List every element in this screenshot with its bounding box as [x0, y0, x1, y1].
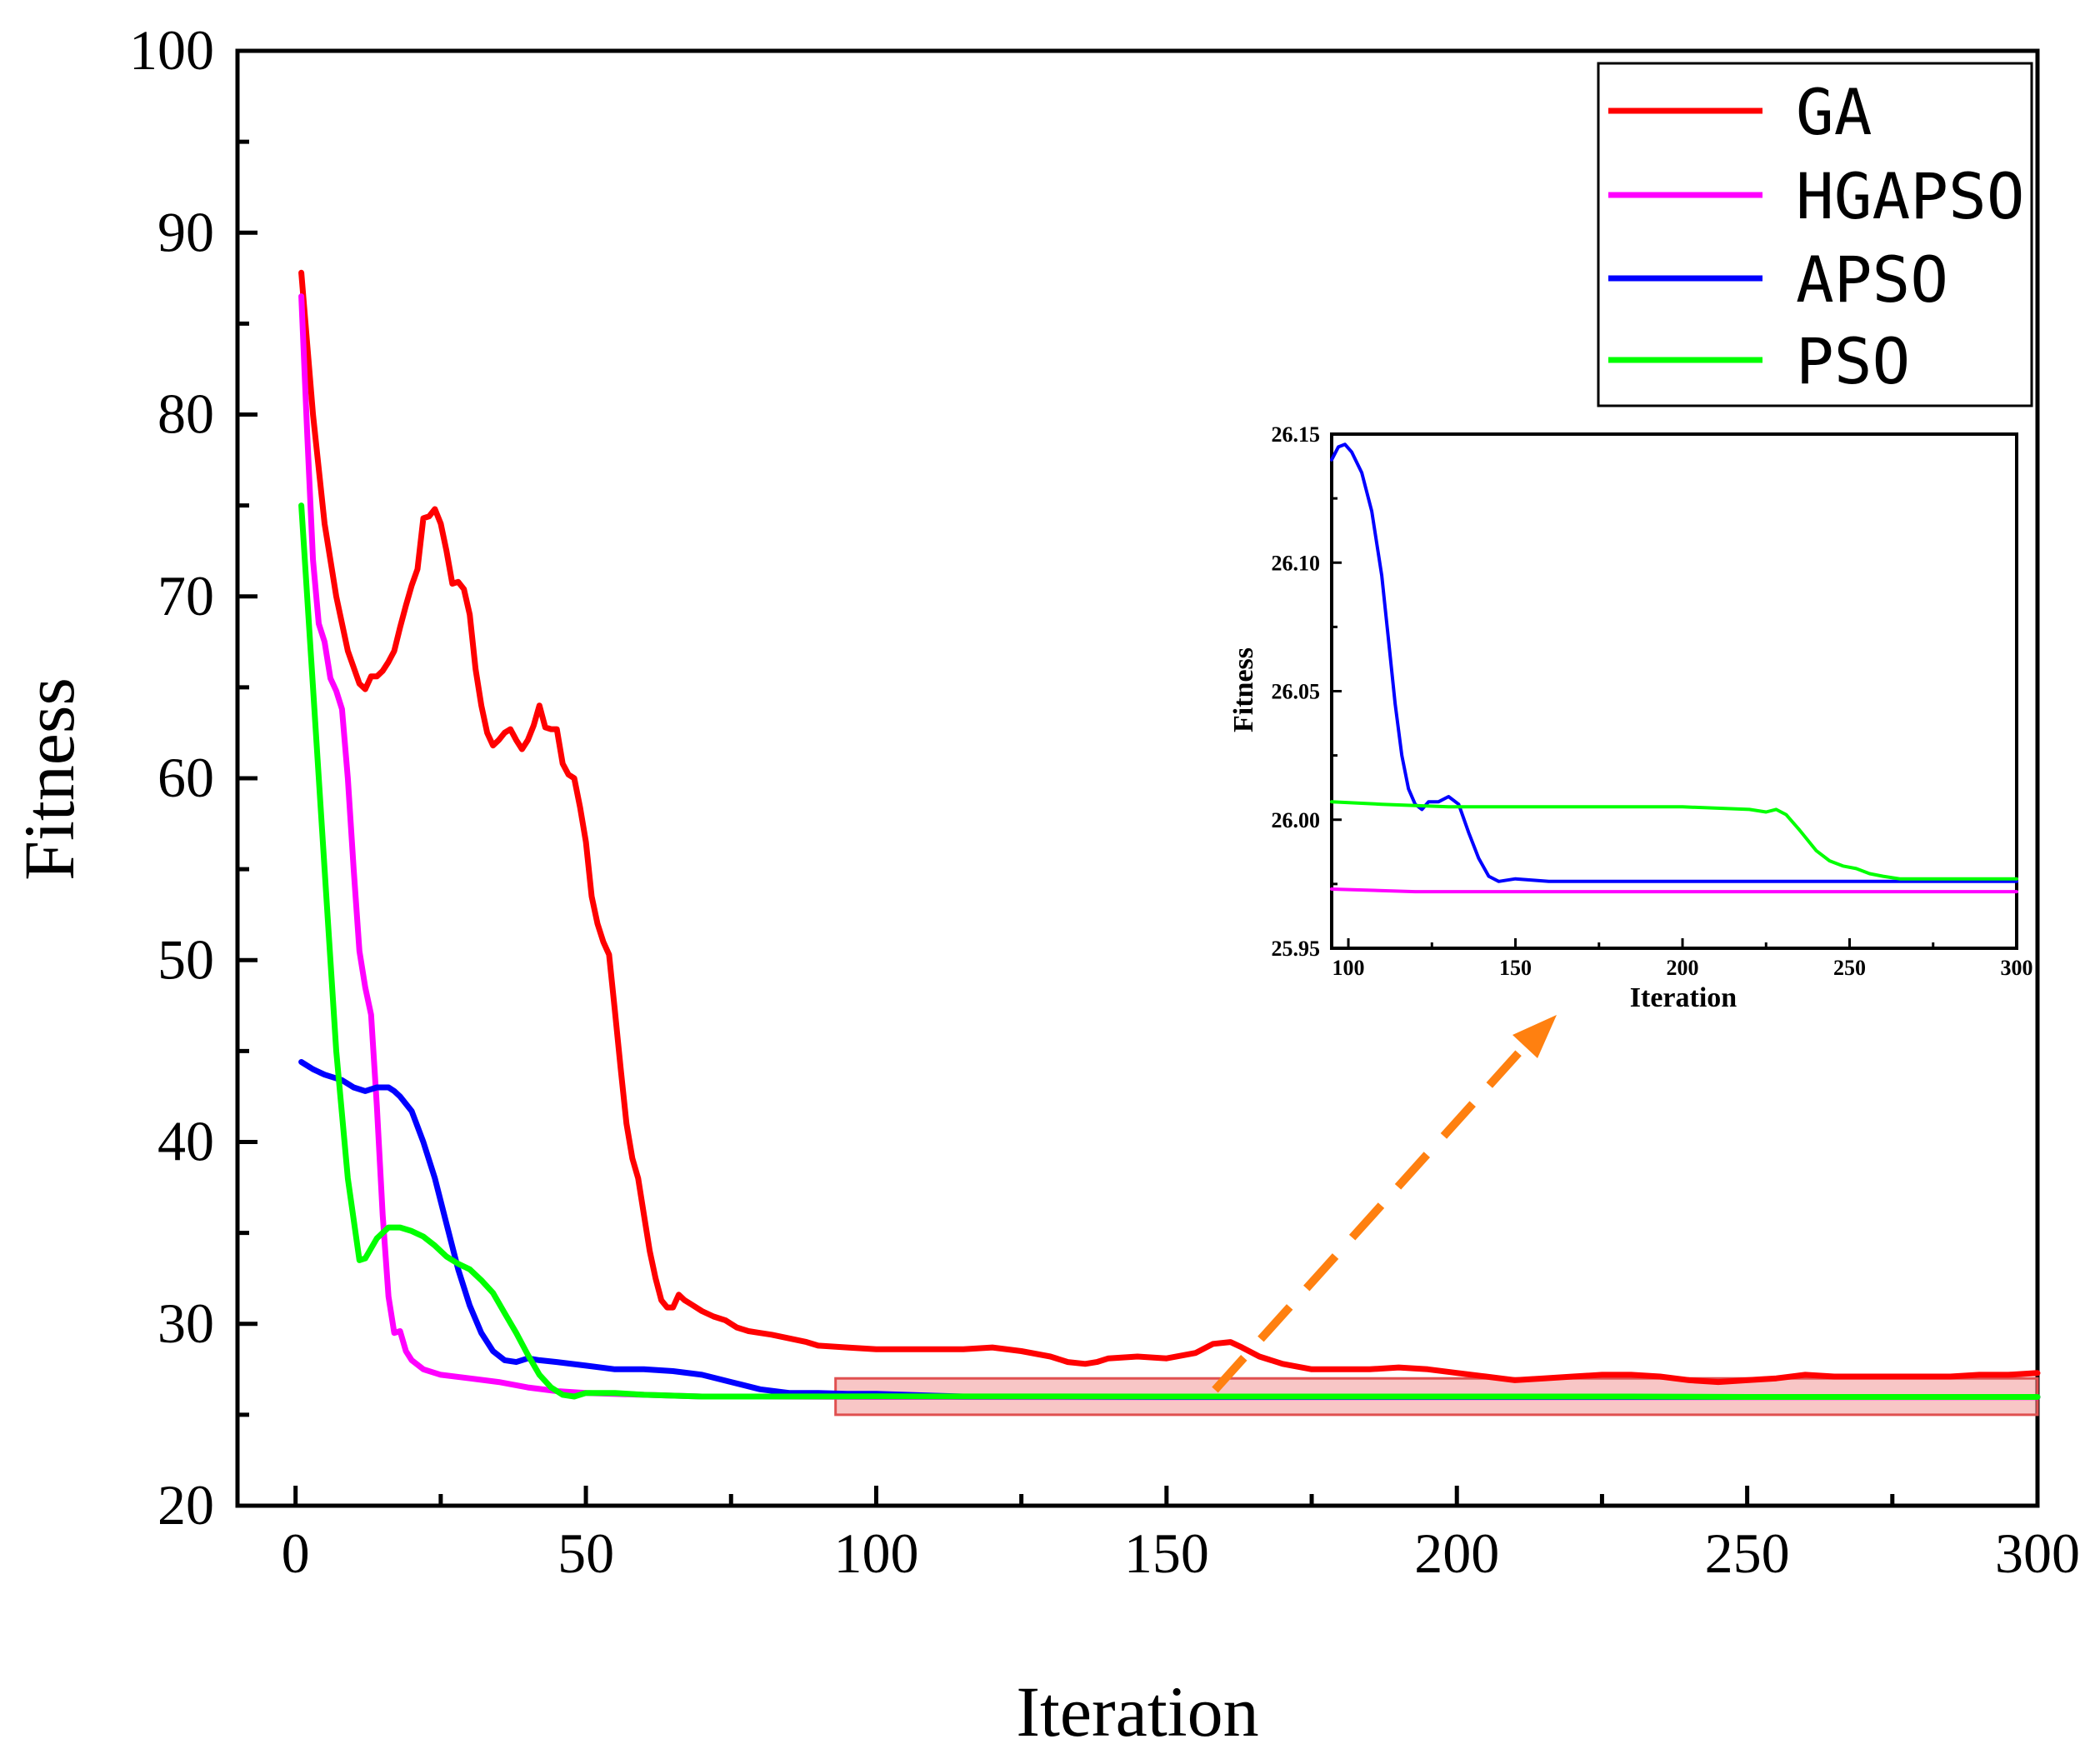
legend: GA HGAPSO APSO PSO — [1597, 62, 2033, 407]
inset-plot-lines — [1330, 442, 2018, 894]
main-x-tick-label: 300 — [1995, 1522, 2080, 1585]
main-x-tick-label: 250 — [1705, 1522, 1790, 1585]
legend-item-hgapso: HGAPSO — [1608, 159, 2025, 233]
main-y-tick-label: 30 — [158, 1292, 214, 1355]
inset-background — [1332, 434, 2017, 948]
inset-y-tick-label: 26.10 — [1272, 551, 1321, 575]
main-x-tick-label: 50 — [558, 1522, 614, 1585]
main-series-ga — [298, 269, 2041, 1386]
main-x-tick-label: 100 — [833, 1522, 918, 1585]
inset-x-tick-label: 100 — [1332, 956, 1365, 980]
inset-series-hgapso — [1330, 887, 2018, 894]
main-x-tick-label: 200 — [1414, 1522, 1499, 1585]
main-y-tick-label: 20 — [158, 1473, 214, 1537]
inset-x-tick-label: 250 — [1833, 956, 1866, 980]
main-chart: 0 50 100 150 200 250 300 20 30 40 50 60 70 80 90 100 I… — [9, 18, 2080, 1749]
main-y-tick-label: 40 — [158, 1110, 214, 1173]
main-y-tick-label: 80 — [158, 382, 214, 446]
inset-x-tick-label: 200 — [1667, 956, 1699, 980]
inset-x-axis-label: Iteration — [1630, 982, 1738, 1013]
legend-label-apso: APSO — [1796, 242, 1948, 317]
inset-x-tick-label: 150 — [1499, 956, 1532, 980]
inset-x-tick-label: 300 — [2001, 956, 2033, 980]
inset-y-tick-label: 26.00 — [1272, 808, 1321, 832]
inset-y-axis: 25.95 26.00 26.05 26.10 26.15 — [1272, 422, 1342, 961]
inset-y-axis-label: Fitness — [1228, 647, 1259, 732]
inset-x-axis: 100 150 200 250 300 — [1332, 938, 2033, 980]
main-plot-lines — [298, 269, 2041, 1401]
legend-item-ga: GA — [1608, 75, 1872, 149]
main-x-tick-label: 0 — [282, 1522, 310, 1585]
main-y-tick-label: 70 — [158, 564, 214, 627]
main-y-tick-label: 100 — [129, 18, 214, 82]
zoom-arrow-shaft — [1212, 1042, 1528, 1393]
legend-item-pso: PSO — [1608, 324, 1910, 398]
main-x-tick-label: 150 — [1124, 1522, 1209, 1585]
legend-label-ga: GA — [1796, 75, 1872, 149]
zoom-arrow-head — [1512, 1015, 1557, 1058]
main-y-axis-label: Fitness — [9, 677, 89, 881]
legend-label-hgapso: HGAPSO — [1796, 159, 2025, 233]
inset-chart: 100 150 200 250 300 25.95 26.00 26.05 26.10 26.1… — [1228, 422, 2033, 1013]
inset-y-tick-label: 25.95 — [1272, 937, 1321, 961]
main-y-tick-label: 50 — [158, 927, 214, 991]
inset-y-tick-label: 26.15 — [1272, 422, 1321, 447]
zoom-arrow — [1212, 1015, 1557, 1393]
legend-box — [1597, 62, 2033, 407]
main-y-axis: 20 30 40 50 60 70 80 90 100 — [129, 18, 258, 1537]
main-series-apso — [298, 1059, 2041, 1400]
legend-item-apso: APSO — [1608, 242, 1948, 317]
main-x-axis: 0 50 100 150 200 250 300 — [282, 1486, 2080, 1585]
main-x-axis-label: Iteration — [1016, 1672, 1258, 1749]
inset-y-tick-label: 26.05 — [1272, 680, 1321, 704]
main-y-tick-label: 90 — [158, 200, 214, 263]
main-series-pso — [298, 502, 2041, 1400]
inset-series-pso — [1330, 800, 2018, 881]
legend-label-pso: PSO — [1796, 324, 1910, 398]
main-y-tick-label: 60 — [158, 746, 214, 809]
